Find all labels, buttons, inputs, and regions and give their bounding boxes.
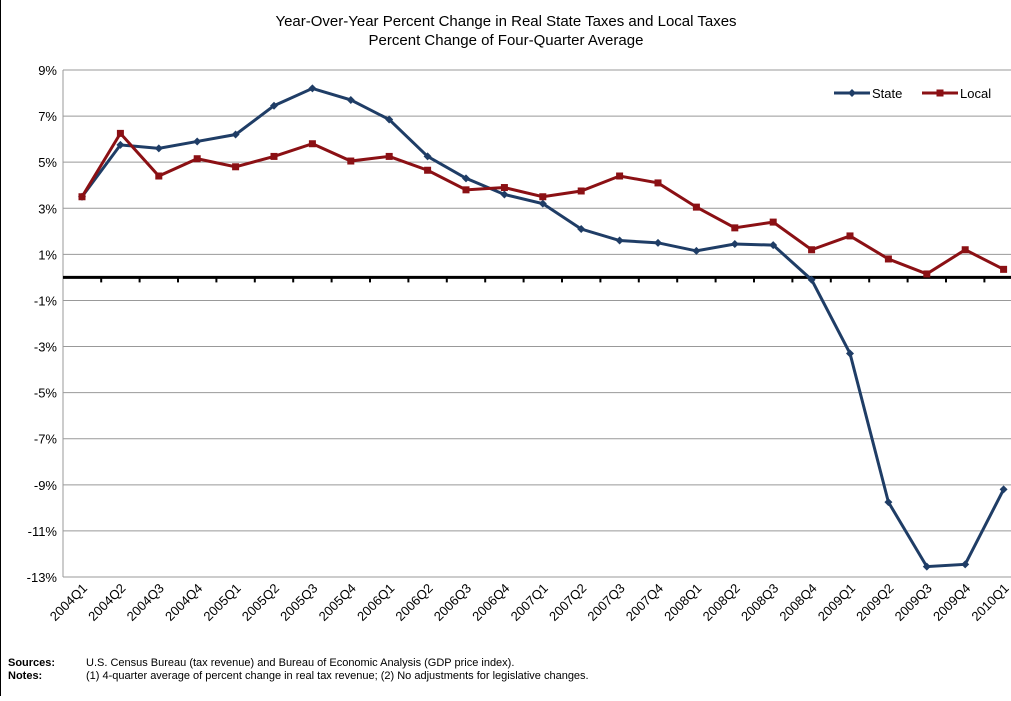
y-tick-label: -9% <box>34 478 58 493</box>
point-marker <box>730 239 739 248</box>
y-tick-label: 5% <box>38 155 57 170</box>
y-tick-label: -7% <box>34 432 58 447</box>
point-marker <box>923 270 931 278</box>
point-marker <box>116 140 125 149</box>
point-marker <box>808 246 816 254</box>
x-tick-label: 2006Q1 <box>354 581 397 624</box>
point-marker <box>577 225 586 234</box>
chart-title: Year-Over-Year Percent Change in Real St… <box>275 13 736 30</box>
point-marker <box>116 129 124 137</box>
x-tick-label: 2008Q4 <box>776 581 819 624</box>
point-marker <box>500 184 508 192</box>
legend-label: State <box>872 86 902 101</box>
point-marker <box>154 144 163 153</box>
point-marker <box>78 193 86 201</box>
point-marker <box>231 130 240 139</box>
legend-marker <box>936 89 944 97</box>
x-tick-label: 2005Q2 <box>239 581 282 624</box>
note-label: Sources: <box>8 657 55 669</box>
point-marker <box>846 349 854 358</box>
point-marker <box>884 498 893 507</box>
y-tick-label: -11% <box>28 524 58 539</box>
legend-label: Local <box>960 86 991 101</box>
x-tick-label: 2005Q3 <box>277 581 320 624</box>
x-tick-label: 2008Q3 <box>738 581 781 624</box>
point-marker <box>654 179 662 187</box>
point-marker <box>155 172 163 180</box>
y-tick-label: 3% <box>38 201 57 216</box>
point-marker <box>346 95 355 104</box>
point-marker <box>731 224 739 232</box>
x-tick-label: 2009Q1 <box>815 581 858 624</box>
point-marker <box>961 246 969 254</box>
y-tick-label: -13% <box>27 570 58 585</box>
point-marker <box>308 84 317 93</box>
x-tick-label: 2006Q2 <box>392 581 435 624</box>
point-marker <box>500 190 509 199</box>
point-marker <box>615 236 624 245</box>
point-marker <box>538 199 547 208</box>
point-marker <box>539 193 547 201</box>
point-marker <box>884 255 892 263</box>
point-marker <box>232 163 240 171</box>
x-tick-label: 2004Q2 <box>85 581 128 624</box>
note-text: (1) 4-quarter average of percent change … <box>86 670 589 682</box>
note-text: U.S. Census Bureau (tax revenue) and Bur… <box>86 657 514 669</box>
point-marker <box>769 218 777 226</box>
point-marker <box>423 152 432 161</box>
x-tick-label: 2009Q3 <box>892 581 935 624</box>
x-tick-label: 2005Q4 <box>316 581 359 624</box>
x-tick-label: 2004Q4 <box>162 581 205 624</box>
point-marker <box>692 203 700 211</box>
y-tick-label: -1% <box>34 293 58 308</box>
y-tick-label: -5% <box>34 386 58 401</box>
point-marker <box>462 186 470 194</box>
point-marker <box>424 166 432 174</box>
x-tick-label: 2006Q4 <box>469 581 512 624</box>
x-tick-label: 2007Q3 <box>584 581 627 624</box>
point-marker <box>807 275 816 284</box>
x-tick-label: 2006Q3 <box>431 581 474 624</box>
point-marker <box>1000 265 1008 273</box>
series-line <box>80 86 1005 569</box>
x-tick-label: 2004Q1 <box>47 581 90 624</box>
y-tick-label: -3% <box>34 340 58 355</box>
x-tick-label: 2008Q2 <box>700 581 743 624</box>
point-marker <box>193 155 201 163</box>
y-tick-label: 7% <box>38 109 57 124</box>
point-marker <box>922 562 931 571</box>
point-marker <box>385 152 393 160</box>
x-tick-label: 2010Q1 <box>968 581 1011 624</box>
x-tick-label: 2007Q2 <box>546 581 589 624</box>
legend-marker <box>848 89 856 97</box>
x-tick-label: 2005Q1 <box>200 581 243 624</box>
x-tick-label: 2007Q4 <box>623 581 666 624</box>
point-marker <box>385 115 394 124</box>
x-tick-label: 2004Q3 <box>124 581 167 624</box>
y-tick-label: 9% <box>38 63 57 78</box>
point-marker <box>846 232 854 240</box>
point-marker <box>270 152 278 160</box>
point-marker <box>999 485 1008 494</box>
chart-subtitle: Percent Change of Four-Quarter Average <box>369 32 644 49</box>
y-tick-label: 1% <box>38 247 57 262</box>
point-marker <box>462 174 470 183</box>
x-tick-label: 2009Q2 <box>853 581 896 624</box>
x-tick-label: 2008Q1 <box>661 581 704 624</box>
point-marker <box>692 246 701 255</box>
point-marker <box>961 560 970 569</box>
point-marker <box>193 137 202 146</box>
point-marker <box>347 157 355 165</box>
point-marker <box>270 101 278 110</box>
point-marker <box>654 238 662 247</box>
note-label: Notes: <box>8 670 42 682</box>
point-marker <box>308 140 316 148</box>
point-marker <box>577 187 585 195</box>
x-tick-label: 2007Q1 <box>508 581 551 624</box>
point-marker <box>616 172 624 180</box>
point-marker <box>769 241 778 250</box>
x-tick-label: 2009Q4 <box>930 581 973 624</box>
